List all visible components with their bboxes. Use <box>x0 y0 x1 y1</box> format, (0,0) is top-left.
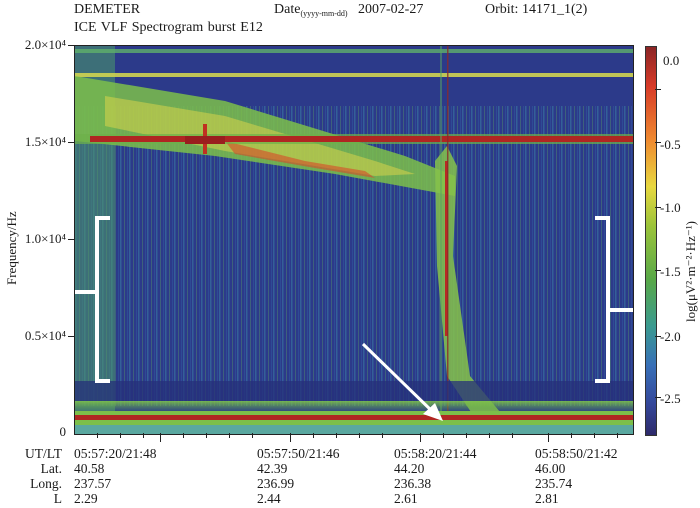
col2-long: 236.38 <box>394 476 432 491</box>
col2-utlt: 05:58:20/21:44 <box>394 446 477 461</box>
col3-utlt: 05:58:50/21:42 <box>535 446 618 461</box>
col2-lat: 44.20 <box>394 461 425 476</box>
col1-lat: 42.39 <box>257 461 288 476</box>
mission-title: DEMETER <box>74 2 141 17</box>
ytick-0: 0 <box>59 424 67 439</box>
row-label-long: Long. <box>30 476 62 491</box>
col1-utlt: 05:57:50/21:46 <box>257 446 340 461</box>
date-label-text: Date <box>274 2 301 17</box>
col0-long: 237.57 <box>74 476 112 491</box>
date-format: (yyyy-mm-dd) <box>300 9 348 18</box>
ytick-10000: 1.0×10⁴ <box>24 231 66 246</box>
cbar-tick-neg2: -2.0 <box>660 329 681 344</box>
row-label-lat: Lat. <box>40 461 62 476</box>
col1-l: 2.44 <box>257 491 281 506</box>
col0-l: 2.29 <box>74 491 98 506</box>
left-bracket <box>75 216 110 383</box>
cbar-tick-0: 0.0 <box>663 53 680 68</box>
row-label-utlt: UT/LT <box>25 446 62 461</box>
spectrogram-plot <box>74 45 634 435</box>
ytick-5000: 0.5×10⁴ <box>24 328 66 343</box>
col3-long: 235.74 <box>535 476 573 491</box>
row-label-l: L <box>53 491 62 506</box>
colorbar-label: log(μV²·m⁻²·Hz⁻¹) <box>683 221 698 322</box>
arrow-annotation <box>361 342 437 416</box>
col3-l: 2.81 <box>535 491 559 506</box>
orbit-number: Orbit: 14171_1(2) <box>485 2 588 17</box>
colorbar <box>645 46 657 436</box>
chart-subtitle: ICE VLF Spectrogram burst E12 <box>74 20 263 35</box>
ytick-15000: 1.5×10⁴ <box>24 134 66 149</box>
y-axis-label: Frequency/Hz <box>4 211 19 285</box>
col2-l: 2.61 <box>394 491 418 506</box>
col3-lat: 46.00 <box>535 461 566 476</box>
date-value: 2007-02-27 <box>358 2 424 17</box>
cbar-tick-neg1: -1.0 <box>660 200 681 215</box>
cbar-tick-neg0.5: -0.5 <box>660 137 681 152</box>
col0-lat: 40.58 <box>74 461 105 476</box>
date-label: Date(yyyy-mm-dd) <box>274 2 348 18</box>
ytick-20000: 2.0×10⁴ <box>24 37 66 52</box>
cbar-tick-neg1.5: -1.5 <box>660 264 681 279</box>
col0-utlt: 05:57:20/21:48 <box>74 446 157 461</box>
cbar-tick-neg2.5: -2.5 <box>660 391 681 406</box>
spectrogram-image <box>75 46 633 434</box>
right-bracket <box>595 216 633 383</box>
col1-long: 236.99 <box>257 476 295 491</box>
